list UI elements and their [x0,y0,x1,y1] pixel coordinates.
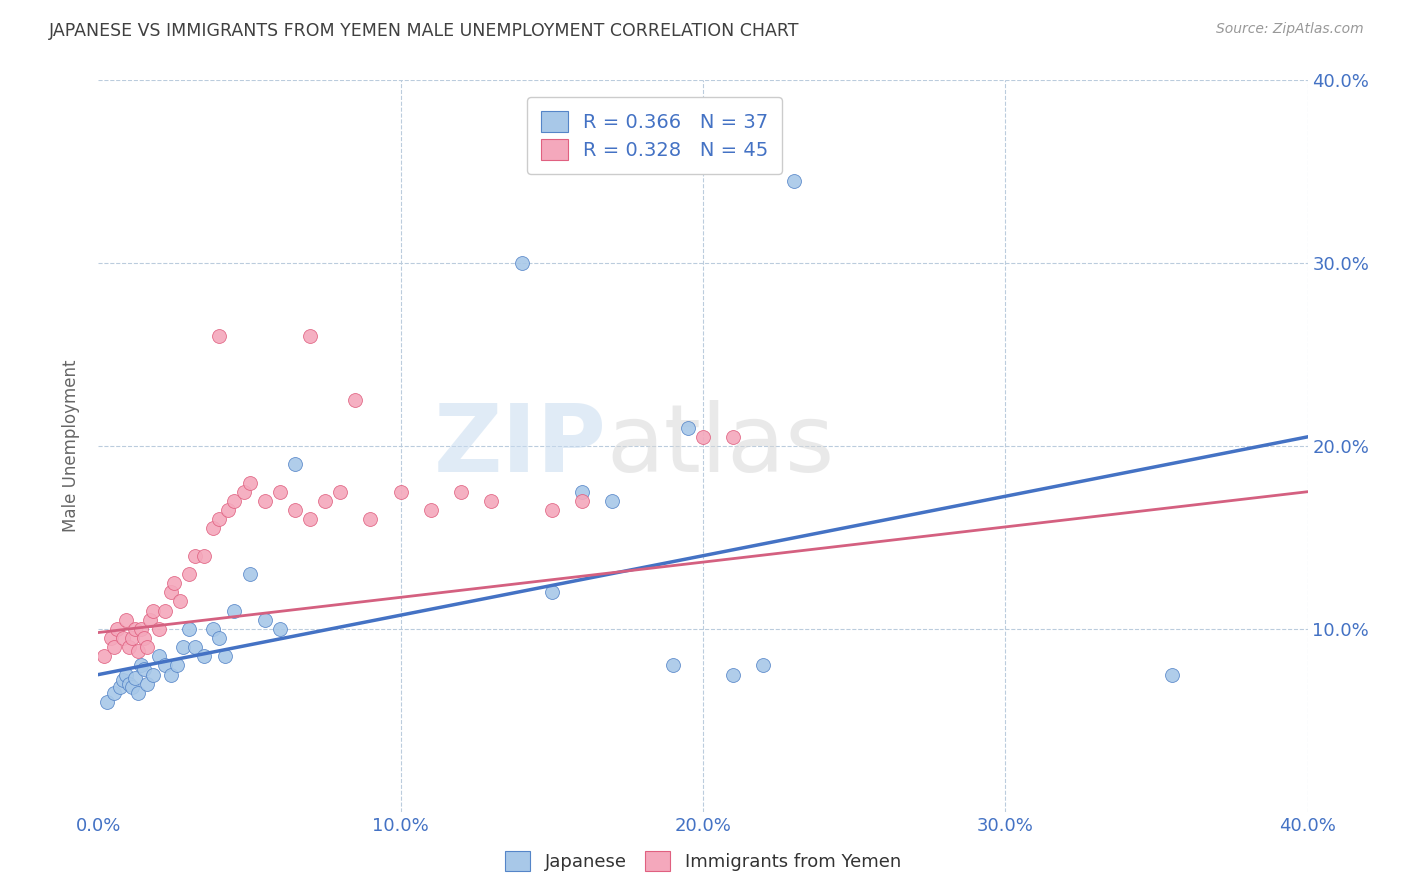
Point [135,676,157,690]
Point [114,667,136,681]
Point [118,676,141,690]
Text: atlas: atlas [606,400,835,492]
Point [224,603,246,617]
Point [100,631,122,645]
Point [129,658,152,673]
Point [184,549,207,563]
Point [389,484,412,499]
Point [127,686,149,700]
Point [239,567,262,582]
Point [202,622,225,636]
Point [208,329,231,343]
Point [129,622,152,636]
Point [329,484,352,499]
Point [571,484,593,499]
Point [299,329,322,343]
Point [284,503,307,517]
Point [172,640,194,655]
Point [510,256,533,270]
Point [148,622,170,636]
Point [360,512,382,526]
Text: JAPANESE VS IMMIGRANTS FROM YEMEN MALE UNEMPLOYMENT CORRELATION CHART: JAPANESE VS IMMIGRANTS FROM YEMEN MALE U… [49,22,800,40]
Point [661,658,683,673]
Legend: R = 0.366   N = 37, R = 0.328   N = 45: R = 0.366 N = 37, R = 0.328 N = 45 [527,97,782,174]
Point [103,686,125,700]
Point [160,667,183,681]
Point [118,640,141,655]
Point [132,631,155,645]
Point [481,494,503,508]
Point [124,622,146,636]
Legend: Japanese, Immigrants from Yemen: Japanese, Immigrants from Yemen [498,844,908,879]
Point [111,631,134,645]
Point [692,430,714,444]
Point [232,484,254,499]
Point [163,576,186,591]
Point [540,585,562,599]
Point [139,613,162,627]
Point [121,631,143,645]
Point [105,622,128,636]
Point [111,673,134,687]
Point [344,393,367,408]
Point [142,667,165,681]
Point [676,421,699,435]
Point [450,484,472,499]
Point [602,494,624,508]
Point [135,640,157,655]
Point [723,667,745,681]
Point [132,662,155,676]
Point [723,430,745,444]
Point [193,549,215,563]
Text: Source: ZipAtlas.com: Source: ZipAtlas.com [1216,22,1364,37]
Point [752,658,775,673]
Point [142,603,165,617]
Point [269,622,291,636]
Point [1160,667,1182,681]
Point [783,174,806,188]
Point [420,503,443,517]
Point [153,658,176,673]
Point [208,631,231,645]
Point [179,622,201,636]
Point [121,681,143,695]
Point [127,644,149,658]
Point [214,649,236,664]
Point [108,681,131,695]
Point [284,457,307,471]
Point [571,494,593,508]
Point [253,494,276,508]
Point [239,475,262,490]
Point [193,649,215,664]
Point [269,484,291,499]
Point [114,613,136,627]
Point [124,671,146,685]
Point [253,613,276,627]
Point [148,649,170,664]
Point [169,594,191,608]
Point [299,512,322,526]
Point [184,640,207,655]
Point [153,603,176,617]
Point [93,649,115,664]
Point [103,640,125,655]
Point [166,658,188,673]
Y-axis label: Male Unemployment: Male Unemployment [62,359,80,533]
Point [202,521,225,535]
Point [208,512,231,526]
Point [96,695,118,709]
Point [217,503,239,517]
Point [540,503,562,517]
Point [314,494,336,508]
Text: ZIP: ZIP [433,400,606,492]
Point [179,567,201,582]
Point [160,585,183,599]
Point [224,494,246,508]
